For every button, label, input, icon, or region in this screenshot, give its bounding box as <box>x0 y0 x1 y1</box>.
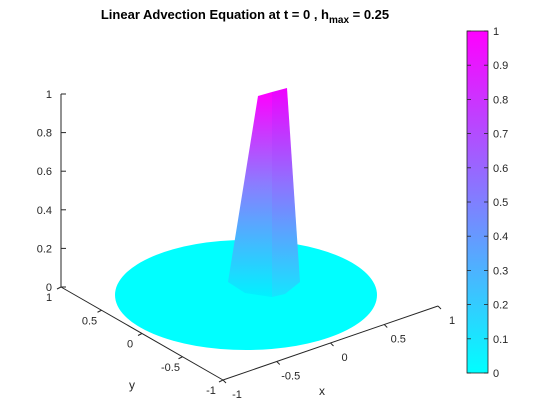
colorbar-tick-label: 1 <box>493 26 499 38</box>
z-tick-label: 1 <box>46 89 52 101</box>
surface-base-disk <box>115 240 377 350</box>
colorbar-tick-label: 0.6 <box>493 163 508 175</box>
x-tick-label: -1 <box>232 389 242 401</box>
x-tick-mark <box>437 305 442 310</box>
y-tick-mark <box>97 309 102 313</box>
x-axis: -1 -0.5 0 0.5 1 x <box>222 305 455 401</box>
x-tick-label: -0.5 <box>281 371 300 383</box>
colorbar-tick-label: 0.9 <box>493 60 508 72</box>
z-tick-label: 0.4 <box>37 205 52 217</box>
x-tick-mark <box>330 342 334 347</box>
x-tick-label: 0.5 <box>391 334 406 346</box>
y-tick-mark <box>137 333 143 336</box>
y-tick-mark <box>178 356 183 360</box>
x-tick-mark <box>276 361 281 365</box>
colorbar-tick-label: 0.4 <box>493 231 508 243</box>
z-tick-label: 0 <box>46 282 52 294</box>
cone-left-face <box>228 92 272 297</box>
colorbar-tick-label: 0.3 <box>493 265 508 277</box>
y-axis-label: y <box>129 378 135 392</box>
x-tick-mark <box>383 324 388 328</box>
y-tick-label: 0 <box>127 339 133 351</box>
y-tick-label: -1 <box>206 385 216 397</box>
y-tick-label: 1 <box>46 292 52 304</box>
x-tick-label: 1 <box>449 315 455 327</box>
cone-right-face <box>272 88 300 297</box>
y-tick-mark <box>218 379 224 383</box>
colorbar-tick-label: 0 <box>493 368 499 380</box>
y-tick-mark <box>56 286 62 290</box>
z-tick-label: 0.6 <box>37 166 52 178</box>
x-axis-label: x <box>319 384 325 398</box>
y-tick-label: 0.5 <box>82 315 97 327</box>
colorbar-tick-label: 0.8 <box>493 94 508 106</box>
colorbar-tick-label: 0.1 <box>493 334 508 346</box>
z-axis: 0 0.2 0.4 0.6 0.8 1 <box>37 89 66 294</box>
colorbar-tick-label: 0.5 <box>493 197 508 209</box>
colorbar-tick-label: 0.7 <box>493 129 508 141</box>
z-tick-label: 0.2 <box>37 243 52 255</box>
z-tick-label: 0.8 <box>37 128 52 140</box>
x-tick-mark <box>222 379 227 384</box>
chart-title: Linear Advection Equation at t = 0 , hma… <box>101 7 389 26</box>
colorbar: 0 0.1 0.2 0.3 0.4 0.5 0.6 0.7 0.8 0.9 1 <box>466 26 508 380</box>
y-tick-label: -0.5 <box>161 362 180 374</box>
x-tick-label: 0 <box>341 352 347 364</box>
colorbar-tick-label: 0.2 <box>493 300 508 312</box>
y-axis: -1 -0.5 0 0.5 1 y <box>46 286 224 397</box>
surface <box>115 88 377 350</box>
